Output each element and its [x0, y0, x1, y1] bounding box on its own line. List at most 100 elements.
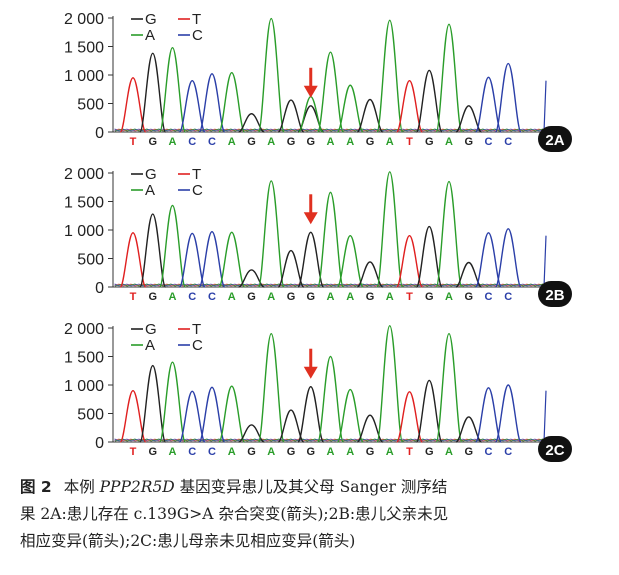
base-call-G: G — [148, 446, 157, 458]
base-call-A: A — [169, 291, 177, 303]
trailing-trace — [543, 235, 547, 288]
base-call-A: A — [169, 446, 177, 458]
peak-A — [317, 191, 344, 288]
peak-A — [336, 84, 364, 133]
base-call-T: T — [130, 446, 137, 458]
y-tick-label: 0 — [95, 435, 104, 452]
base-call-G: G — [464, 291, 473, 303]
arrow-head — [303, 212, 318, 225]
peak-C — [494, 228, 522, 288]
base-call-A: A — [169, 136, 177, 148]
base-call-C: C — [504, 446, 512, 458]
chromatogram-panel-2b: 2 000 1 500 1 000 500 0 G T A C T G A C C A G A G G A A G A T G A… — [0, 155, 619, 310]
legend-label: T — [192, 11, 201, 28]
peak-A — [159, 204, 186, 288]
peak-C — [494, 62, 522, 133]
peak-G — [297, 386, 325, 443]
baseline-noise — [114, 438, 544, 442]
base-call-A: A — [346, 136, 354, 148]
base-call-A: A — [386, 291, 394, 303]
base-call-T: T — [130, 136, 137, 148]
caption-gene-name: PPP2R5D — [99, 478, 175, 496]
legend-label: A — [145, 337, 155, 354]
base-call-G: G — [247, 446, 256, 458]
base-call-A: A — [267, 291, 275, 303]
y-tick-label: 1 000 — [64, 378, 104, 395]
base-call-T: T — [406, 136, 413, 148]
base-call-A: A — [267, 446, 275, 458]
y-tick-label: 500 — [77, 407, 104, 424]
peak-A — [376, 19, 404, 133]
base-call-C: C — [504, 291, 512, 303]
base-call-G: G — [366, 291, 375, 303]
peak-A — [376, 171, 404, 288]
base-call-C: C — [485, 291, 493, 303]
base-call-G: G — [306, 291, 315, 303]
figure-caption: 图 2 本例 PPP2R5D 基因变异患儿及其父母 Sanger 测序结 果 2A… — [20, 474, 605, 555]
base-call-T: T — [406, 291, 413, 303]
baseline-noise — [114, 283, 544, 287]
base-call-A: A — [346, 291, 354, 303]
peak-G — [139, 364, 167, 443]
base-call-G: G — [287, 446, 296, 458]
y-tick-label: 2 000 — [64, 166, 104, 183]
baseline-noise — [114, 438, 544, 442]
base-call-G: G — [425, 446, 434, 458]
peak-A — [218, 72, 246, 133]
peak-A — [336, 234, 364, 288]
legend-label: G — [145, 321, 157, 338]
base-call-C: C — [208, 136, 216, 148]
base-call-G: G — [148, 136, 157, 148]
peak-G — [139, 52, 167, 133]
base-call-A: A — [386, 446, 394, 458]
y-tick-label: 1 000 — [64, 68, 104, 85]
chromatogram-panel-2c: 2 000 1 500 1 000 500 0 G T A C T G A C C A G A G G A A G A T G A… — [0, 310, 619, 465]
peak-A — [317, 355, 344, 443]
peak-A — [257, 17, 285, 133]
base-call-C: C — [504, 136, 512, 148]
base-call-T: T — [130, 291, 137, 303]
base-call-C: C — [188, 291, 196, 303]
legend-label: T — [192, 166, 201, 183]
y-tick-label: 0 — [95, 125, 104, 142]
y-tick-label: 500 — [77, 97, 104, 114]
panel-label-badge — [538, 436, 572, 462]
baseline-noise — [114, 128, 544, 132]
panel-label-text: 2B — [545, 287, 564, 304]
base-call-A: A — [386, 136, 394, 148]
base-call-A: A — [445, 446, 453, 458]
base-call-T: T — [406, 446, 413, 458]
peak-G — [238, 424, 265, 443]
panel-label-badge — [538, 126, 572, 152]
peak-G — [238, 113, 265, 133]
base-call-A: A — [327, 446, 335, 458]
peak-C — [475, 387, 502, 443]
peak-T — [119, 77, 147, 133]
base-call-G: G — [464, 446, 473, 458]
peak-A — [336, 388, 364, 443]
peak-T — [396, 391, 423, 443]
peak-C — [178, 390, 206, 443]
peak-A — [435, 23, 463, 133]
base-call-A: A — [228, 136, 236, 148]
arrow-head — [303, 366, 318, 379]
peak-G — [238, 269, 265, 288]
peak-A — [159, 361, 186, 443]
y-tick-label: 1 000 — [64, 223, 104, 240]
trailing-trace — [543, 390, 547, 443]
base-call-G: G — [366, 136, 375, 148]
base-call-G: G — [247, 136, 256, 148]
base-call-C: C — [188, 136, 196, 148]
base-call-G: G — [464, 136, 473, 148]
peak-T — [119, 232, 147, 288]
y-tick-label: 0 — [95, 280, 104, 297]
legend-label: G — [145, 166, 157, 183]
base-call-C: C — [485, 446, 493, 458]
peak-T — [396, 234, 423, 288]
baseline-noise — [114, 128, 544, 132]
y-tick-label: 2 000 — [64, 321, 104, 338]
legend-label: C — [192, 27, 203, 44]
peak-C — [198, 73, 226, 133]
caption-text-2: 基因变异患儿及其父母 Sanger 测序结 — [174, 478, 448, 496]
peak-A — [218, 231, 246, 288]
